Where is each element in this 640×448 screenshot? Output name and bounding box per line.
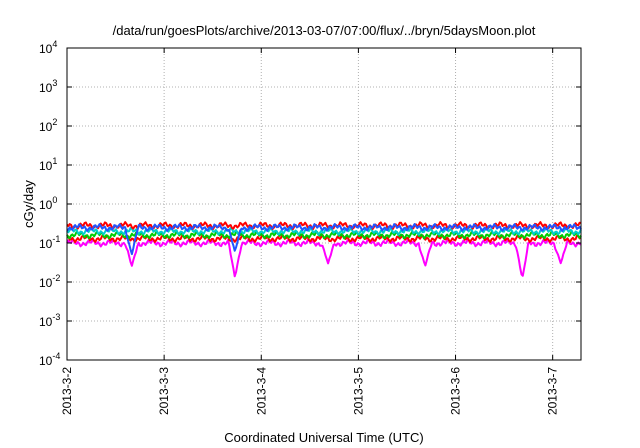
chart-title: /data/run/goesPlots/archive/2013-03-07/0… — [113, 23, 536, 38]
x-axis-label: Coordinated Universal Time (UTC) — [224, 430, 423, 445]
x-tick-label: 2013-3-4 — [254, 367, 268, 415]
y-tick-label: 10-3 — [39, 312, 60, 329]
x-tick-label: 2013-3-3 — [157, 367, 171, 415]
x-tick-label: 2013-3-5 — [351, 367, 365, 415]
y-tick-label: 103 — [39, 78, 57, 95]
x-tick-label: 2013-3-6 — [449, 367, 463, 415]
y-axis: 10-4 10-3 10-2 10-1 100 101 102 103 104 — [39, 39, 581, 368]
y-tick-label: 10-4 — [39, 351, 60, 368]
plot-frame — [66, 47, 582, 361]
x-axis: 2013-3-2 2013-3-3 2013-3-4 2013-3-5 2013-3-6… — [60, 48, 560, 415]
series-line — [66, 238, 582, 278]
y-tick-label: 102 — [39, 117, 57, 134]
y-axis-label: cGy/day — [21, 180, 36, 228]
grid — [67, 48, 581, 360]
x-tick-label: 2013-3-2 — [60, 367, 74, 415]
y-tick-label: 101 — [39, 156, 57, 173]
series-group — [66, 221, 582, 278]
series-line — [66, 230, 582, 240]
y-tick-label: 10-1 — [39, 234, 60, 251]
y-tick-label: 10-2 — [39, 273, 60, 290]
x-tick-label: 2013-3-7 — [546, 367, 560, 415]
y-tick-label: 100 — [39, 195, 57, 212]
series-line — [66, 223, 582, 256]
y-tick-label: 104 — [39, 39, 57, 56]
